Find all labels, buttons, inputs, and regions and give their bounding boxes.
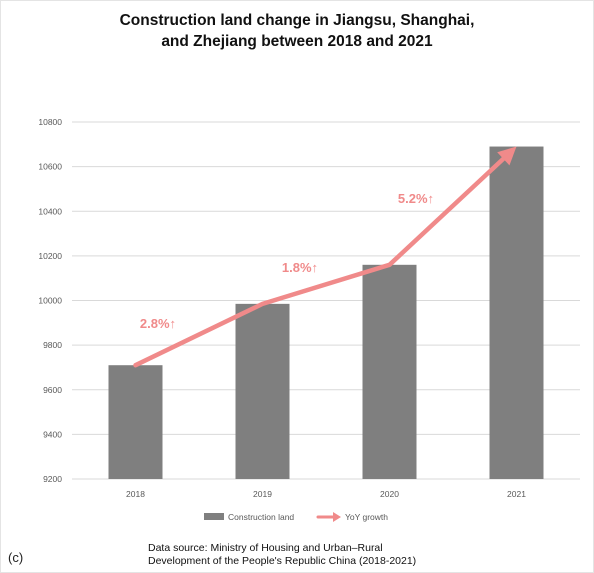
- x-tick-label-2020: 2020: [380, 489, 399, 499]
- data-source-line-1: Data source: Ministry of Housing and Urb…: [148, 542, 383, 554]
- bar-2021: [489, 146, 544, 479]
- y-tick-label-10600: 10600: [38, 162, 62, 172]
- y-tick-label-10800: 10800: [38, 117, 62, 127]
- chart-title: Construction land change in Jiangsu, Sha…: [0, 10, 594, 52]
- y-tick-label-10200: 10200: [38, 251, 62, 261]
- legend-swatch-yoy-arrowhead: [333, 512, 341, 522]
- legend-swatch-construction-land: [204, 513, 224, 520]
- data-source-line-2: Development of the People's Republic Chi…: [148, 555, 417, 567]
- x-tick-label-2018: 2018: [126, 489, 145, 499]
- y-tick-label-9600: 9600: [43, 385, 62, 395]
- y-tick-label-9800: 9800: [43, 340, 62, 350]
- y-tick-label-10400: 10400: [38, 206, 62, 216]
- legend-label-yoy-growth: YoY growth: [345, 512, 388, 522]
- y-tick-label-10000: 10000: [38, 296, 62, 306]
- data-source-note: Data source: Ministry of Housing and Urb…: [148, 542, 416, 568]
- y-tick-label-9400: 9400: [43, 429, 62, 439]
- bar-2020: [362, 264, 417, 479]
- yoy-growth-line: [133, 152, 510, 368]
- chart-title-line-2: and Zhejiang between 2018 and 2021: [161, 33, 433, 50]
- yoy-growth-arrowhead: [497, 146, 517, 166]
- bar-2019: [235, 303, 290, 479]
- y-tick-label-9200: 9200: [43, 474, 62, 484]
- legend-label-construction-land: Construction land: [228, 512, 294, 522]
- x-tick-label-2021: 2021: [507, 489, 526, 499]
- growth-annotation-3: 5.2%↑: [398, 191, 434, 206]
- bar-2018: [108, 365, 163, 479]
- chart-title-line-1: Construction land change in Jiangsu, Sha…: [119, 12, 475, 29]
- panel-label: (c): [8, 550, 24, 565]
- growth-annotation-2: 1.8%↑: [282, 260, 318, 275]
- growth-annotation-1: 2.8%↑: [140, 316, 176, 331]
- x-tick-label-2019: 2019: [253, 489, 272, 499]
